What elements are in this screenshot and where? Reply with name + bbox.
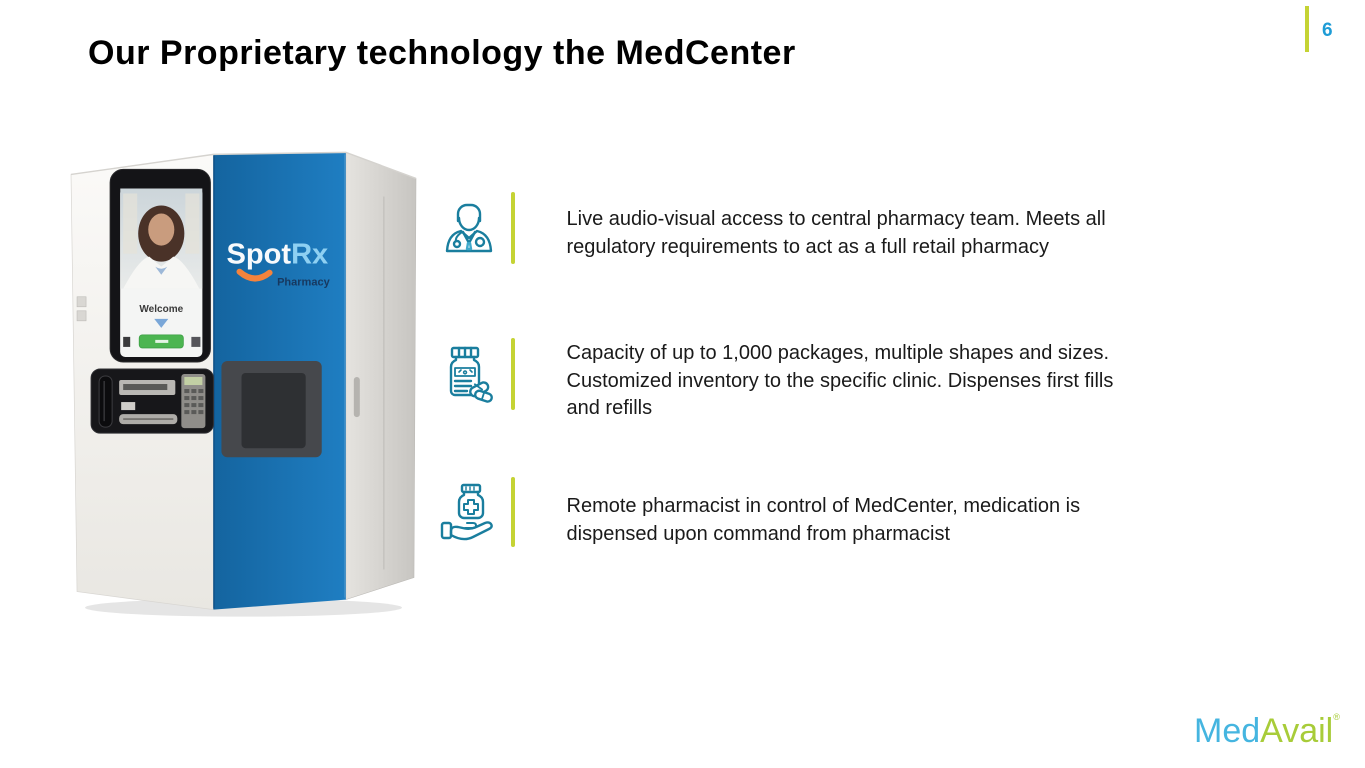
kiosk-console: [90, 368, 214, 434]
kiosk-side-panel: [345, 151, 417, 601]
spotrx-logo: SpotRx Pharmacy: [226, 239, 330, 289]
spotrx-word-spot: Spot: [226, 239, 291, 271]
medcenter-kiosk-image: SpotRx Pharmacy Welcome: [63, 138, 419, 620]
feature-row-remote-pharmacist: Remote pharmacist in control of MedCente…: [437, 477, 1217, 549]
divider-line: [511, 477, 515, 547]
divider-line: [511, 192, 515, 264]
pill-bottle-icon: [449, 346, 493, 403]
medavail-logo-avail: Avail: [1260, 712, 1334, 750]
medavail-logo-med: Med: [1194, 712, 1261, 750]
svg-text:SpotRx: SpotRx: [226, 239, 328, 271]
spotrx-smile: [236, 268, 273, 282]
pharmacist-icon: [445, 203, 493, 253]
spotrx-word-rx: Rx: [291, 239, 328, 271]
pharmacist-face: [148, 213, 175, 246]
keypad: [181, 373, 206, 429]
feature-row-av-access: Live audio-visual access to central phar…: [437, 192, 1217, 264]
divider-line: [511, 338, 515, 410]
kiosk-illustration: SpotRx Pharmacy Welcome: [70, 151, 417, 617]
phone-handset: [98, 375, 113, 428]
accent-line-top-right: [1305, 6, 1309, 52]
page-title: Our Proprietary technology the MedCenter: [88, 34, 796, 72]
welcome-text: Welcome: [139, 304, 183, 315]
trademark-symbol: ®: [1333, 712, 1340, 722]
spotrx-word-pharmacy: Pharmacy: [277, 277, 331, 289]
feature-row-capacity: Capacity of up to 1,000 packages, multip…: [437, 338, 1217, 423]
hand-medicine-icon: [440, 483, 493, 541]
page-number: 6: [1322, 20, 1333, 41]
feature-text: Remote pharmacist in control of MedCente…: [566, 495, 1081, 545]
down-arrow-icon: [154, 318, 169, 328]
medavail-logo: MedAvail®: [1194, 712, 1340, 751]
feature-text: Live audio-visual access to central phar…: [566, 208, 1106, 258]
feature-text: Capacity of up to 1,000 packages, multip…: [566, 342, 1114, 419]
video-call-photo: [120, 188, 203, 289]
